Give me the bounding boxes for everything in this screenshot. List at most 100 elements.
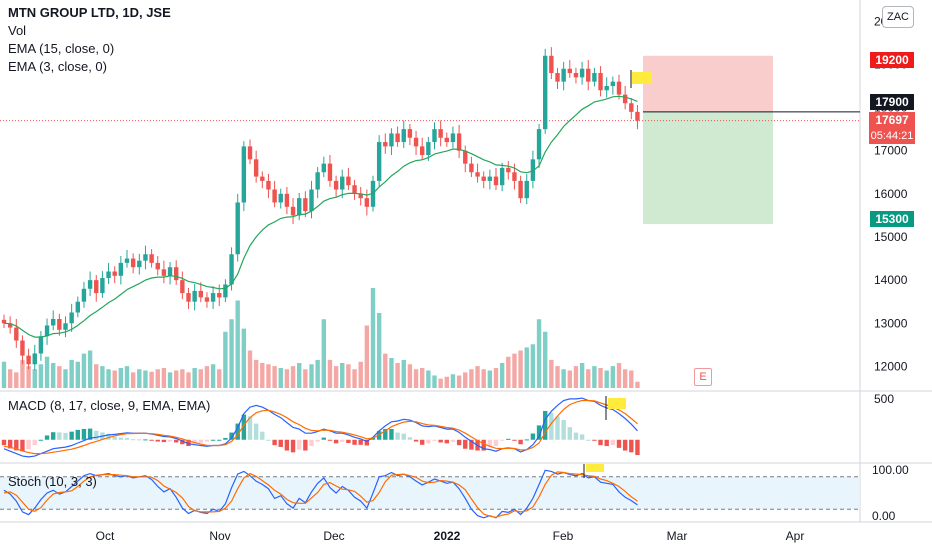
- x-tick-label: Oct: [96, 529, 115, 543]
- volume-bar: [180, 369, 185, 388]
- volume-bar: [340, 363, 345, 388]
- macd-histogram-bar: [229, 432, 234, 440]
- macd-histogram-bar: [223, 437, 228, 440]
- currency-button[interactable]: ZAC: [882, 6, 914, 28]
- candle-body: [192, 290, 197, 302]
- candle-body: [592, 73, 597, 82]
- macd-histogram-bar: [303, 439, 308, 451]
- stoch-k-line: [3, 469, 638, 519]
- macd-histogram-bar: [204, 439, 210, 442]
- y-tick-label: 14000: [874, 273, 908, 287]
- macd-histogram-bar: [57, 432, 62, 440]
- volume-bar: [456, 375, 462, 388]
- macd-histogram-bar: [395, 432, 400, 440]
- macd-histogram-bar: [413, 439, 419, 442]
- volume-bar: [297, 363, 302, 388]
- y-tick-label: 17000: [874, 144, 908, 158]
- macd-histogram-bar: [278, 439, 283, 447]
- macd-histogram-bar: [481, 439, 486, 451]
- volume-bar: [561, 369, 566, 388]
- candle-body: [561, 68, 566, 82]
- volume-bar: [210, 364, 216, 388]
- x-tick-label: Dec: [323, 529, 344, 543]
- volume-bar: [579, 363, 585, 388]
- macd-histogram-bar: [530, 433, 536, 440]
- macd-histogram-bar: [149, 439, 154, 441]
- macd-histogram-bar: [266, 439, 271, 441]
- volume-bar: [155, 369, 160, 388]
- volume-bar: [118, 368, 124, 388]
- earnings-icon[interactable]: E: [694, 368, 712, 386]
- volume-bar: [229, 319, 234, 388]
- macd-histogram-bar: [536, 425, 542, 440]
- volume-bar: [217, 369, 222, 388]
- target-zone: [643, 55, 773, 112]
- volume-bar: [44, 356, 50, 388]
- macd-histogram-bar: [635, 439, 640, 456]
- candle-body: [57, 318, 62, 330]
- macd-histogram-bar: [346, 439, 351, 443]
- candle-body: [198, 290, 203, 298]
- macd-histogram-bar: [493, 439, 499, 447]
- candle-body: [161, 269, 167, 276]
- volume-bar: [253, 359, 259, 388]
- candle-body: [432, 129, 437, 143]
- volume-bar: [20, 359, 25, 388]
- legend-ema-3[interactable]: EMA (3, close, 0): [8, 59, 107, 74]
- macd-histogram-bar: [112, 436, 117, 440]
- macd-histogram-bar: [272, 439, 277, 446]
- entry-price-tag: 17900: [870, 94, 914, 110]
- macd-histogram-bar: [401, 433, 406, 440]
- volume-bar: [567, 370, 572, 388]
- candle-body: [463, 150, 468, 164]
- volume-bar: [432, 375, 437, 388]
- candle-body: [217, 293, 222, 298]
- macd-label[interactable]: MACD (8, 17, close, 9, EMA, EMA): [8, 398, 211, 413]
- candle-body: [598, 73, 603, 91]
- macd-histogram-bar: [469, 439, 474, 450]
- candle-body: [340, 176, 345, 190]
- candle-body: [426, 142, 431, 156]
- macd-histogram-bar: [143, 439, 148, 441]
- candle-body: [616, 81, 622, 95]
- candle-body: [635, 111, 640, 121]
- legend-ema-15[interactable]: EMA (15, close, 0): [8, 41, 115, 56]
- legend-volume[interactable]: Vol: [8, 23, 27, 38]
- volume-bar: [524, 347, 529, 388]
- candle-body: [14, 327, 19, 341]
- candle-body: [327, 163, 333, 181]
- stoch-label[interactable]: Stoch (10, 3, 3): [8, 474, 97, 489]
- stop-zone: [643, 111, 773, 225]
- stoch-tick-label: 0.00: [872, 509, 896, 523]
- volume-bar: [370, 288, 376, 388]
- macd-histogram-bar: [327, 439, 333, 441]
- macd-histogram-bar: [167, 439, 173, 442]
- candle-body: [543, 55, 548, 130]
- symbol-title[interactable]: MTN GROUP LTD, 1D, JSE: [8, 5, 171, 20]
- candle-body: [75, 301, 80, 313]
- macd-histogram-bar: [260, 431, 265, 440]
- macd-histogram-bar: [81, 428, 87, 440]
- macd-histogram-bar: [622, 439, 628, 451]
- macd-histogram-bar: [51, 432, 56, 440]
- candle-body: [481, 176, 486, 181]
- volume-bar: [469, 369, 474, 388]
- volume-bar: [499, 363, 505, 388]
- volume-bar: [536, 319, 542, 388]
- macd-histogram-bar: [14, 439, 19, 451]
- candle-body: [499, 167, 505, 186]
- volume-bar: [161, 368, 167, 388]
- candle-body: [389, 133, 394, 147]
- volume-bar: [186, 372, 191, 388]
- candle-body: [143, 254, 148, 261]
- candle-body: [573, 73, 579, 78]
- macd-histogram-bar: [592, 439, 597, 441]
- candle-body: [235, 202, 240, 255]
- macd-histogram-bar: [610, 439, 616, 446]
- candle-body: [487, 176, 493, 181]
- candle-body: [229, 254, 234, 285]
- volume-bar: [635, 381, 640, 388]
- candle-body: [204, 297, 210, 302]
- last-price-tag: 17697 05:44:21: [869, 112, 915, 144]
